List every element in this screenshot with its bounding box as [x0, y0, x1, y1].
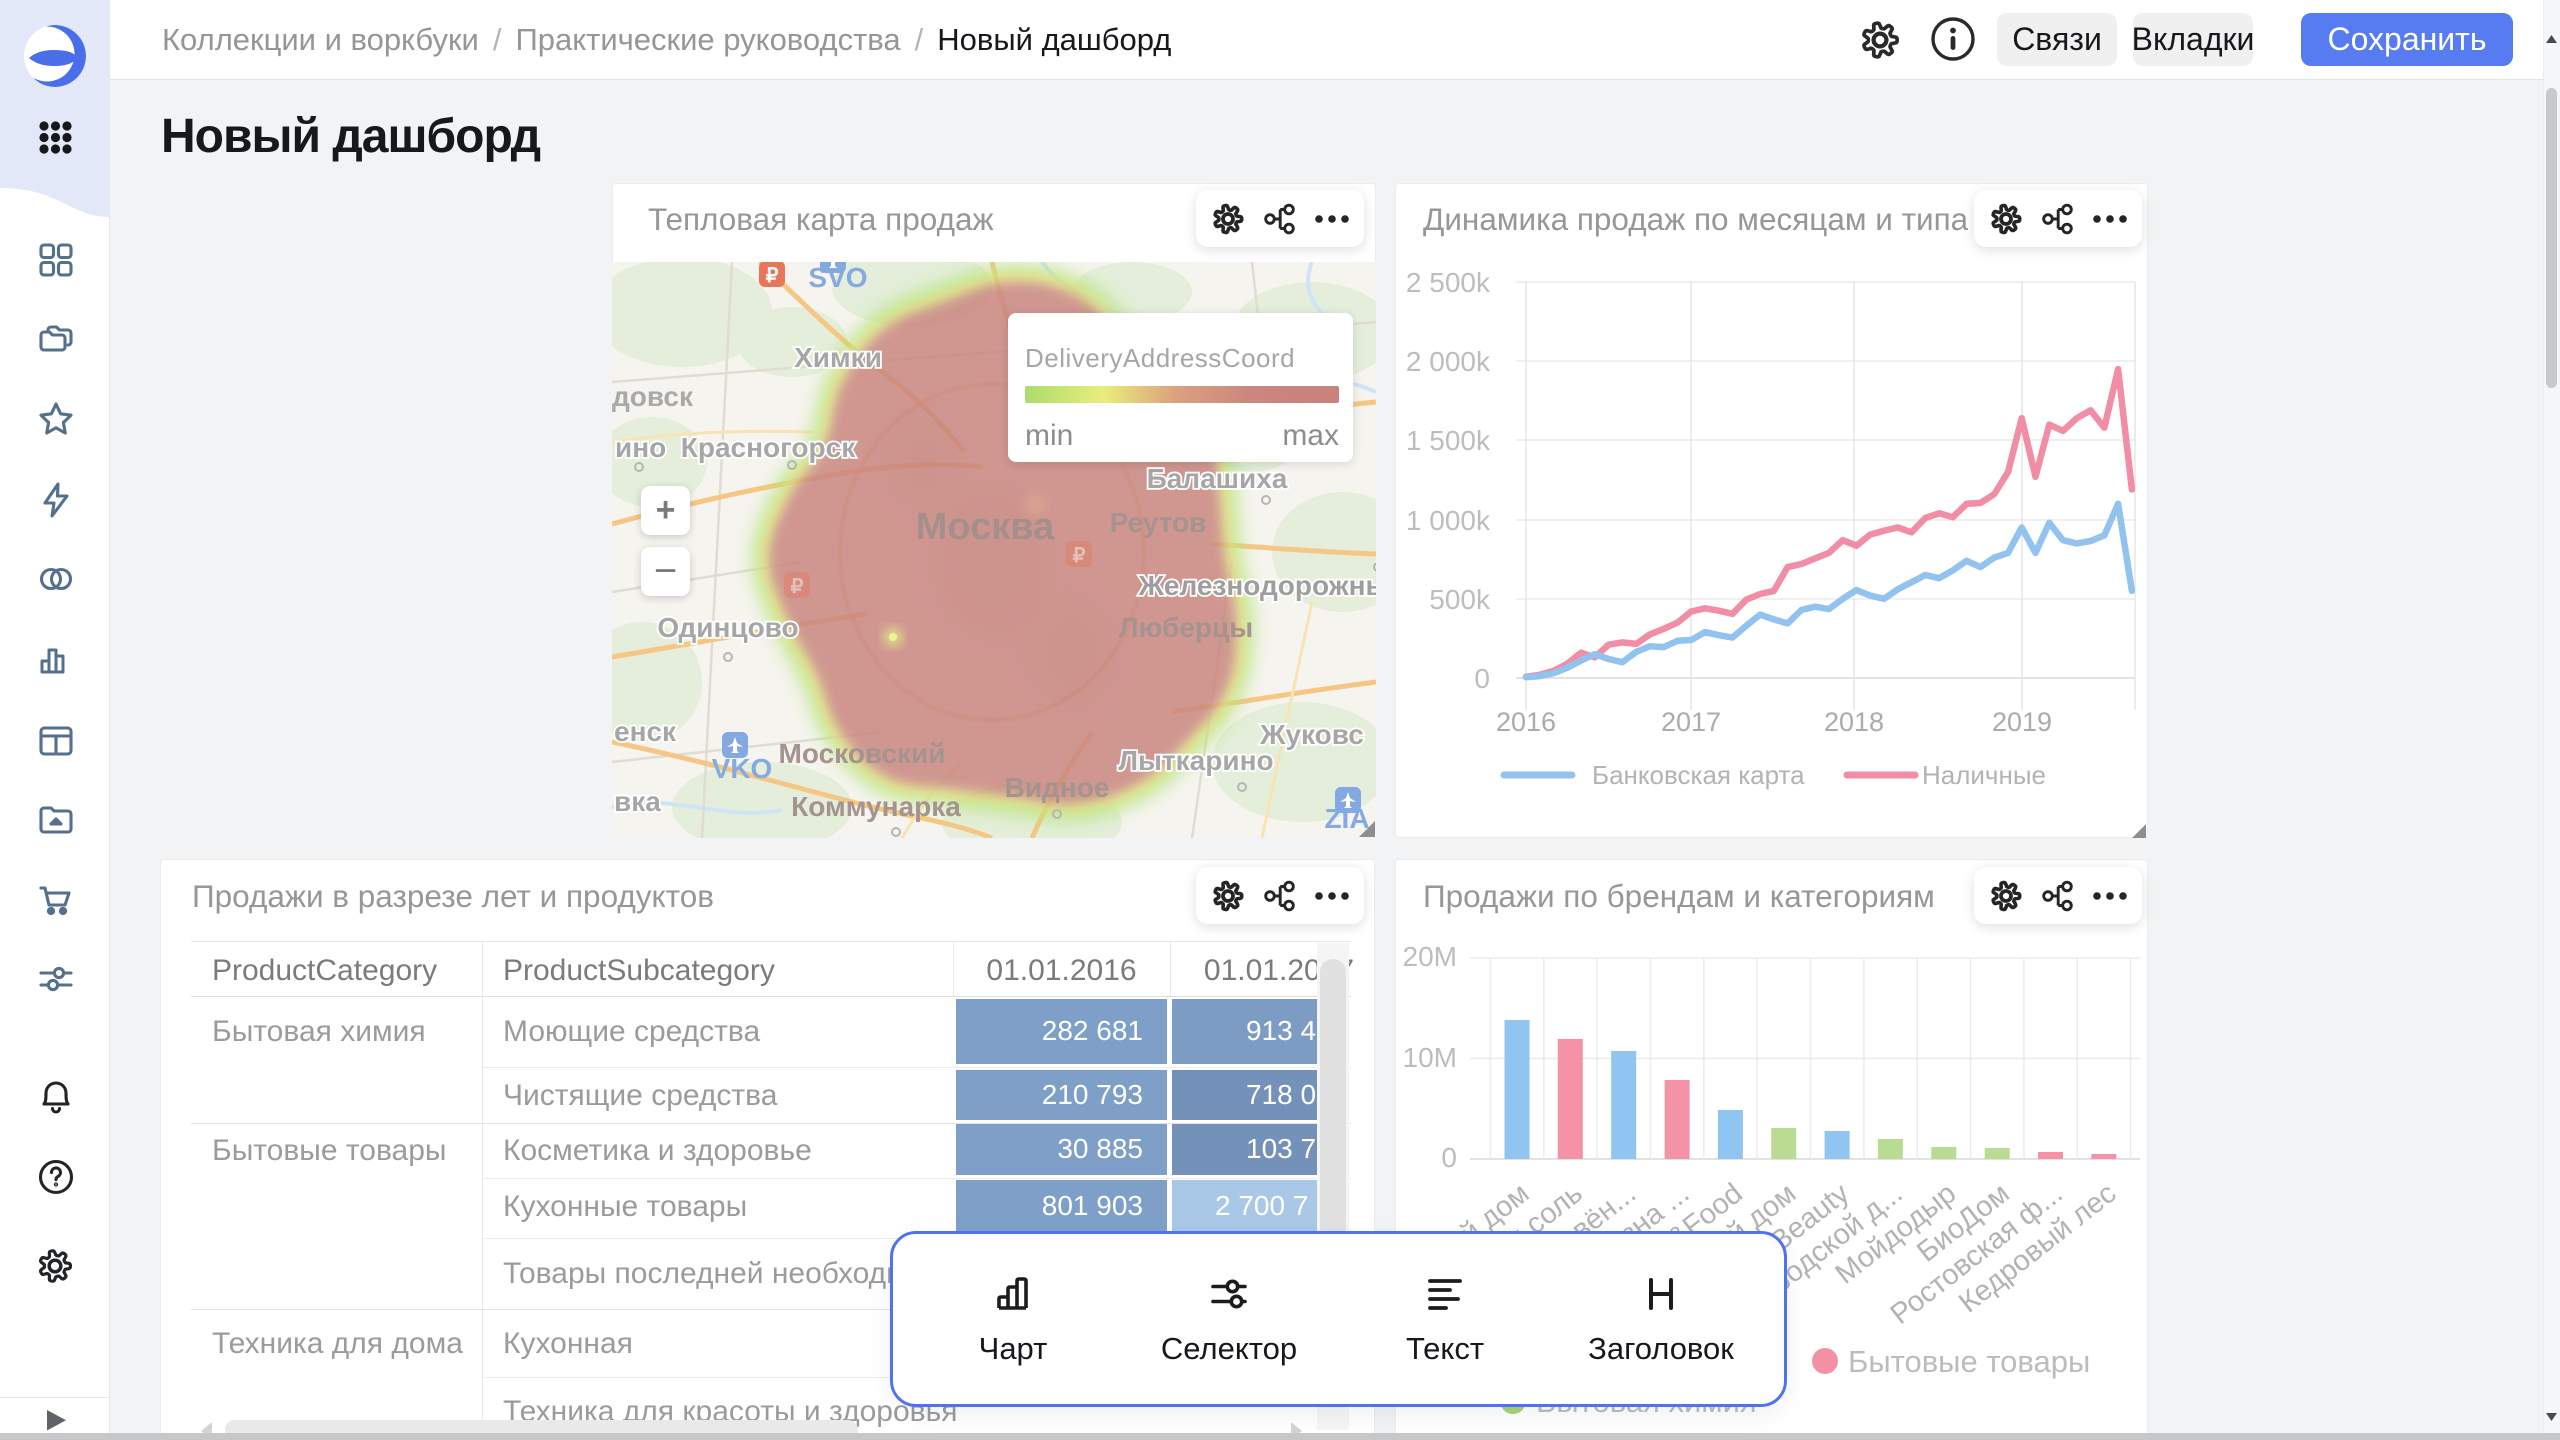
svg-text:довск: довск	[612, 381, 694, 412]
svg-text:1 000k: 1 000k	[1406, 505, 1491, 536]
svg-text:2 000k: 2 000k	[1406, 346, 1491, 377]
svg-text:енск: енск	[614, 716, 677, 747]
svg-text:2018: 2018	[1824, 707, 1884, 737]
svg-text:2 500k: 2 500k	[1406, 267, 1491, 298]
svg-text:Московский: Московский	[779, 738, 946, 769]
svg-text:₽: ₽	[1073, 545, 1086, 567]
svg-text:ино: ино	[615, 432, 666, 463]
svg-text:20M: 20M	[1403, 941, 1457, 972]
svg-text:Балашиха: Балашиха	[1147, 463, 1288, 494]
svg-text:Коммунарка: Коммунарка	[791, 791, 961, 822]
svg-text:Одинцово: Одинцово	[657, 612, 798, 643]
svg-text:Банковская карта: Банковская карта	[1592, 760, 1805, 790]
svg-text:1 500k: 1 500k	[1406, 425, 1491, 456]
svg-text:VKO: VKO	[712, 753, 773, 784]
svg-text:Железнодорожны: Железнодорожны	[1138, 570, 1376, 601]
svg-text:Химки: Химки	[794, 342, 882, 373]
svg-text:₽: ₽	[766, 265, 779, 287]
svg-text:Люберцы: Люберцы	[1119, 612, 1253, 643]
svg-text:Жуковс: Жуковс	[1259, 719, 1364, 750]
svg-text:Красногорск: Красногорск	[681, 432, 856, 463]
svg-text:Бытовые товары: Бытовые товары	[1848, 1344, 2090, 1379]
svg-text:2019: 2019	[1992, 707, 2052, 737]
svg-text:2017: 2017	[1661, 707, 1721, 737]
svg-text:Реутов: Реутов	[1110, 507, 1207, 538]
svg-text:2016: 2016	[1496, 707, 1556, 737]
svg-text:Видное: Видное	[1005, 772, 1110, 803]
svg-text:Наличные: Наличные	[1922, 760, 2046, 790]
svg-text:0: 0	[1441, 1142, 1457, 1173]
svg-text:10M: 10M	[1403, 1042, 1457, 1073]
svg-text:0: 0	[1474, 663, 1490, 694]
svg-text:Москва: Москва	[916, 506, 1055, 548]
svg-text:₽: ₽	[791, 576, 804, 598]
svg-text:вка: вка	[614, 786, 661, 817]
svg-text:500k: 500k	[1429, 584, 1491, 615]
svg-text:Лыткарино: Лыткарино	[1118, 745, 1273, 776]
